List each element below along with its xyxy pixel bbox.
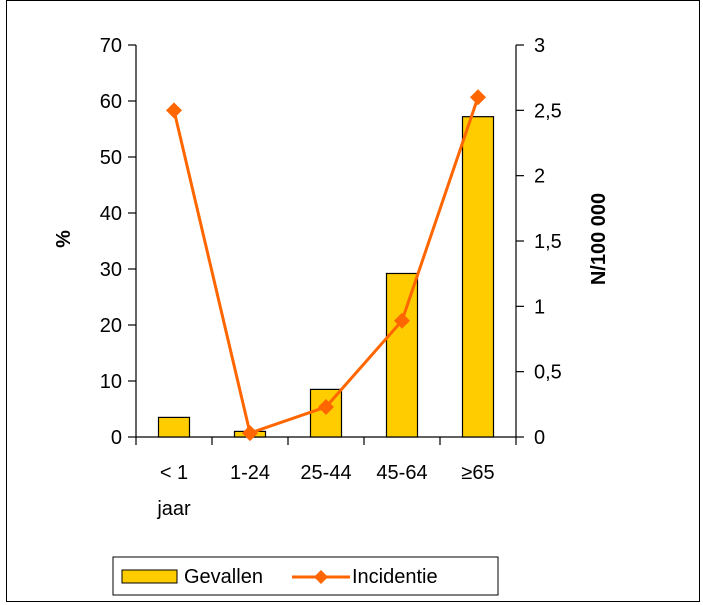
left-tick-label: 50 xyxy=(100,147,122,169)
category-label: 45-64 xyxy=(376,462,427,484)
category-label: 1-24 xyxy=(230,462,270,484)
y-axis-title: % xyxy=(53,230,75,248)
point-incidentie xyxy=(166,102,182,119)
right-tick-label: 0 xyxy=(534,427,545,449)
legend-label-gevallen: Gevallen xyxy=(184,566,263,588)
category-label: < 1 jaar xyxy=(156,462,191,520)
left-tick-label: 20 xyxy=(100,315,122,337)
chart-frame xyxy=(6,0,700,602)
right-tick-label: 1,5 xyxy=(534,231,562,253)
legend-swatch-gevallen xyxy=(121,569,178,584)
right-tick-label: 2 xyxy=(534,166,545,188)
legend: Gevallen Incidentie xyxy=(112,556,499,596)
right-tick-label: 0,5 xyxy=(534,362,562,384)
right-tick-label: 3 xyxy=(534,35,545,57)
left-tick-label: 70 xyxy=(100,35,122,57)
right-tick-label: 2,5 xyxy=(534,100,562,122)
point-incidentie xyxy=(394,312,410,329)
point-incidentie xyxy=(242,425,258,442)
left-axis-ticks: 0 10 20 30 40 50 60 70 xyxy=(100,35,136,449)
category-label: ≥65 xyxy=(461,462,494,484)
bar-gevallen xyxy=(157,416,191,438)
line-incidentie xyxy=(172,96,480,436)
plot-area xyxy=(135,45,517,445)
left-tick-label: 30 xyxy=(100,259,122,281)
category-labels: < 1 jaar 1-24 25-44 45-64 ≥65 xyxy=(156,462,494,520)
bar-gevallen xyxy=(461,116,495,438)
category-label: 25-44 xyxy=(300,462,351,484)
point-incidentie xyxy=(318,398,334,415)
y2-axis-title: N/100 000 xyxy=(588,193,610,285)
right-tick-label: 1 xyxy=(534,296,545,318)
point-incidentie xyxy=(470,89,486,106)
right-axis-ticks: 0 0,5 1 1,5 2 2,5 3 xyxy=(516,35,562,449)
legend-swatch-incidentie-marker xyxy=(314,570,328,584)
legend-label-incidentie: Incidentie xyxy=(352,566,438,588)
left-tick-label: 10 xyxy=(100,371,122,393)
left-tick-label: 60 xyxy=(100,91,122,113)
bar-gevallen xyxy=(385,272,419,438)
left-tick-label: 0 xyxy=(111,427,122,449)
left-tick-label: 40 xyxy=(100,203,122,225)
